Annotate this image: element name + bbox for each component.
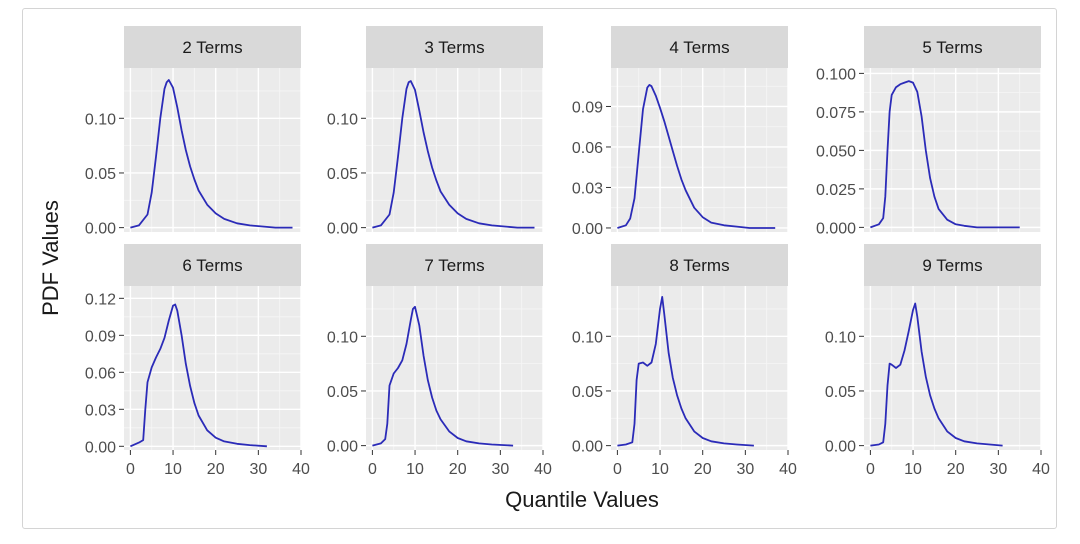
panel-title: 8 Terms xyxy=(669,256,729,275)
panel-5: 6 Terms 0.00 0.03 0.06 0.09 0.12 0 10 20 30 40 xyxy=(85,244,310,478)
y-tick-label: 0.06 xyxy=(85,365,116,382)
panel-strip xyxy=(611,26,788,68)
pdf-curve xyxy=(617,296,754,447)
panel-title: 2 Terms xyxy=(182,38,242,57)
panel-background xyxy=(366,286,543,450)
y-tick-label: 0.05 xyxy=(572,384,603,401)
panel-background xyxy=(611,286,788,450)
panel-strip xyxy=(124,244,301,286)
y-tick-label: 0.000 xyxy=(816,220,856,237)
y-tick-label: 0.10 xyxy=(572,329,603,346)
y-tick-label: 0.00 xyxy=(572,221,603,238)
panel-title: 6 Terms xyxy=(182,256,242,275)
y-tick-label: 0.050 xyxy=(816,143,856,160)
panel-strip xyxy=(611,244,788,286)
y-tick-label: 0.075 xyxy=(816,105,856,122)
pdf-curve xyxy=(372,305,514,447)
y-axis-label: PDF Values xyxy=(38,200,63,316)
y-tick-label: 0.03 xyxy=(572,180,603,197)
y-tick-label: 0.00 xyxy=(572,439,603,456)
x-tick-label: 30 xyxy=(249,461,267,478)
y-tick-label: 0.00 xyxy=(327,439,358,456)
y-tick-label: 0.03 xyxy=(85,402,116,419)
y-tick-label: 0.05 xyxy=(327,384,358,401)
panel-title: 9 Terms xyxy=(922,256,982,275)
panel-background xyxy=(366,68,543,232)
panel-1: 2 Terms 0.00 0.05 0.10 xyxy=(85,26,302,238)
y-tick-label: 0.05 xyxy=(85,166,116,183)
panel-strip xyxy=(864,244,1041,286)
x-tick-label: 40 xyxy=(1032,461,1050,478)
panel-8: 9 Terms 0.00 0.05 0.10 0 10 20 30 40 xyxy=(825,244,1050,478)
panel-title: 7 Terms xyxy=(424,256,484,275)
x-tick-label: 30 xyxy=(989,461,1007,478)
panel-strip xyxy=(366,26,543,68)
x-tick-label: 10 xyxy=(651,461,669,478)
y-tick-label: 0.05 xyxy=(825,384,856,401)
panel-7: 8 Terms 0.00 0.05 0.10 0 10 20 30 40 xyxy=(572,244,797,478)
pdf-curve xyxy=(870,302,1003,447)
x-tick-label: 0 xyxy=(613,461,622,478)
panels-group: 2 Terms 0.00 0.05 0.10 3 Terms 0.00 0.05 0.10 4 … xyxy=(85,26,1050,478)
panel-background xyxy=(864,286,1041,450)
pdf-curve xyxy=(372,80,535,229)
y-tick-label: 0.00 xyxy=(85,221,116,238)
x-tick-label: 20 xyxy=(207,461,225,478)
y-tick-label: 0.10 xyxy=(327,111,358,128)
pdf-curve xyxy=(617,84,776,229)
panel-title: 5 Terms xyxy=(922,38,982,57)
x-tick-label: 20 xyxy=(947,461,965,478)
x-axis-label: Quantile Values xyxy=(505,487,659,512)
y-tick-label: 0.10 xyxy=(825,329,856,346)
y-tick-label: 0.09 xyxy=(572,99,603,116)
y-tick-label: 0.00 xyxy=(327,221,358,238)
y-tick-label: 0.00 xyxy=(825,439,856,456)
panel-title: 4 Terms xyxy=(669,38,729,57)
x-tick-label: 30 xyxy=(736,461,754,478)
panel-strip xyxy=(864,26,1041,68)
pdf-curve xyxy=(130,79,293,229)
panel-background xyxy=(124,68,301,232)
panel-background xyxy=(124,286,301,450)
y-tick-label: 0.025 xyxy=(816,182,856,199)
panel-3: 4 Terms 0.00 0.03 0.06 0.09 xyxy=(572,26,789,238)
panel-strip xyxy=(124,26,301,68)
panel-background xyxy=(611,68,788,232)
panel-4: 5 Terms 0.000 0.025 0.050 0.075 0.100 xyxy=(816,26,1042,237)
x-tick-label: 30 xyxy=(491,461,509,478)
y-tick-label: 0.12 xyxy=(85,291,116,308)
y-tick-label: 0.09 xyxy=(85,328,116,345)
x-tick-label: 10 xyxy=(904,461,922,478)
x-tick-label: 0 xyxy=(368,461,377,478)
x-tick-label: 0 xyxy=(866,461,875,478)
y-tick-label: 0.100 xyxy=(816,66,856,83)
x-tick-label: 40 xyxy=(292,461,310,478)
pdf-curve xyxy=(870,80,1020,229)
panel-title: 3 Terms xyxy=(424,38,484,57)
x-tick-label: 10 xyxy=(406,461,424,478)
panel-strip xyxy=(366,244,543,286)
x-tick-label: 10 xyxy=(164,461,182,478)
x-tick-label: 20 xyxy=(694,461,712,478)
y-tick-label: 0.00 xyxy=(85,439,116,456)
y-tick-label: 0.06 xyxy=(572,140,603,157)
x-tick-label: 40 xyxy=(779,461,797,478)
panel-6: 7 Terms 0.00 0.05 0.10 0 10 20 30 40 xyxy=(327,244,552,478)
y-tick-label: 0.05 xyxy=(327,166,358,183)
pdf-curve xyxy=(130,303,267,448)
panel-2: 3 Terms 0.00 0.05 0.10 xyxy=(327,26,544,238)
y-tick-label: 0.10 xyxy=(85,111,116,128)
x-tick-label: 20 xyxy=(449,461,467,478)
x-tick-label: 40 xyxy=(534,461,552,478)
x-tick-label: 0 xyxy=(126,461,135,478)
y-tick-label: 0.10 xyxy=(327,329,358,346)
